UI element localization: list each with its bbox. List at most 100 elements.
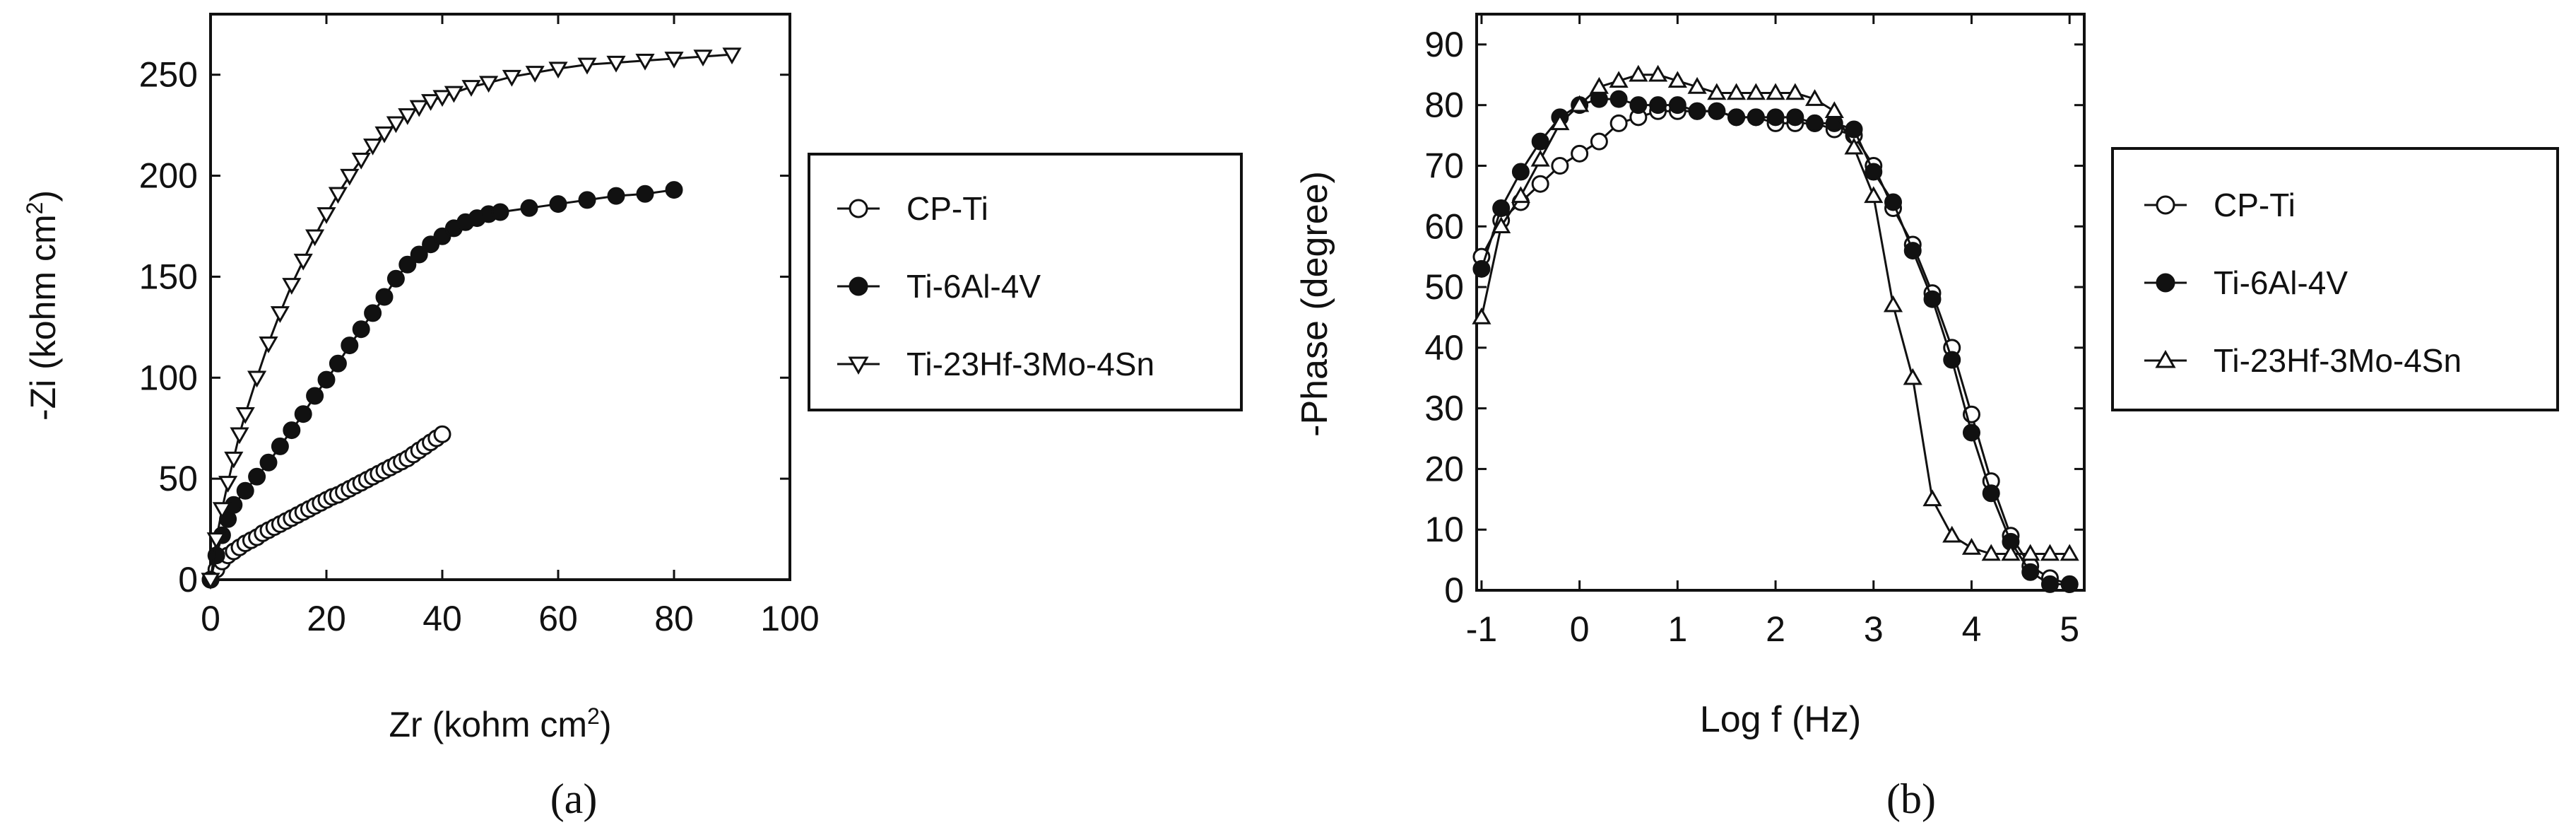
data-point (282, 278, 302, 295)
panel-a-series (201, 47, 742, 590)
legend-marker (2156, 195, 2175, 215)
data-point (722, 47, 742, 65)
data-point (606, 55, 626, 73)
y-tick-label: 0 (1444, 570, 1464, 610)
y-tick-label: 60 (1424, 206, 1464, 246)
panel-b-x-ticks: -1 0 1 2 3 4 5 (1466, 14, 2079, 649)
data-point (1629, 64, 1648, 82)
data-point (270, 306, 290, 323)
data-point (1708, 102, 1726, 120)
x-tick-label: -1 (1466, 609, 1497, 649)
data-point (1668, 96, 1686, 115)
panel-a-plot-frame (209, 13, 791, 581)
data-point (398, 108, 418, 125)
data-point (479, 76, 499, 93)
data-point (1590, 132, 1608, 151)
panel-b-series (1472, 64, 2079, 593)
legend-marker (2156, 273, 2175, 293)
data-point (502, 69, 521, 87)
data-point (577, 57, 597, 75)
x-tick-label: 80 (654, 599, 694, 638)
x-tick-label: 20 (307, 599, 346, 638)
legend-label: Ti-23Hf-3Mo-4Sn (906, 346, 1154, 382)
data-point (461, 80, 481, 97)
data-point (1786, 108, 1804, 127)
legend-label: Ti-6Al-4V (2214, 264, 2348, 301)
panel-a-y-ticks: 0 50 100 150 200 250 (139, 55, 790, 599)
panel-b-legend: CP-Ti Ti-6Al-4V Ti-23Hf-3Mo-4Sn (2144, 187, 2462, 379)
data-point (1845, 120, 1863, 139)
legend-label: Ti-6Al-4V (906, 268, 1041, 305)
x-tick-label: 40 (423, 599, 462, 638)
x-tick-label: 60 (538, 599, 578, 638)
data-point (259, 336, 278, 353)
data-point (432, 90, 452, 107)
data-point (1982, 484, 2000, 503)
data-point (398, 255, 417, 274)
data-point (520, 199, 538, 217)
data-point (1922, 489, 1942, 507)
data-point (1589, 76, 1609, 94)
y-tick-label: 250 (139, 55, 198, 95)
data-point (1609, 90, 1628, 108)
y-tick-label: 150 (139, 257, 198, 296)
series-line (209, 53, 733, 580)
data-point (351, 152, 371, 170)
panel-a-x-ticks: 0 20 40 60 80 100 (201, 14, 820, 638)
panel-a-caption: (a) (550, 775, 598, 822)
data-point (1492, 199, 1511, 218)
data-point (341, 336, 359, 355)
x-tick-label: 100 (760, 599, 819, 638)
data-point (317, 370, 336, 389)
data-point (1629, 96, 1648, 115)
data-point (328, 187, 348, 204)
legend-label: CP-Ti (906, 190, 988, 227)
data-point (693, 49, 713, 67)
data-point (1884, 193, 1903, 211)
y-tick-label: 50 (158, 459, 198, 498)
x-tick-label: 4 (1962, 609, 1982, 649)
data-point (1687, 76, 1707, 94)
data-point (491, 203, 509, 221)
data-point (236, 481, 254, 500)
data-point (1531, 132, 1549, 151)
series-1 (201, 425, 451, 589)
legend-marker (2155, 349, 2176, 368)
data-point (1707, 83, 1727, 100)
data-point (1609, 71, 1629, 88)
data-point (283, 421, 301, 440)
data-point (2040, 575, 2059, 593)
data-point (259, 453, 278, 472)
series-3 (1472, 64, 2079, 561)
data-point (352, 320, 370, 339)
data-point (1804, 89, 1825, 106)
data-point (1726, 83, 1747, 100)
data-point (374, 126, 394, 144)
data-point (607, 187, 625, 205)
y-tick-label: 80 (1424, 86, 1464, 125)
data-point (1570, 95, 1590, 112)
legend-label: Ti-23Hf-3Mo-4Sn (2214, 342, 2462, 379)
data-point (248, 467, 266, 486)
data-point (247, 370, 267, 388)
data-point (224, 451, 244, 469)
data-point (206, 532, 226, 549)
data-point (230, 427, 249, 445)
x-tick-label: 3 (1864, 609, 1884, 649)
data-point (2060, 544, 2079, 561)
y-tick-label: 40 (1424, 328, 1464, 368)
y-tick-label: 50 (1424, 267, 1464, 307)
data-point (386, 116, 406, 134)
data-point (636, 185, 654, 203)
y-tick-label: 10 (1424, 510, 1464, 549)
data-point (1571, 144, 1589, 163)
data-point (548, 62, 568, 79)
data-point (329, 354, 347, 373)
data-point (294, 405, 312, 423)
series-3 (201, 47, 742, 590)
x-tick-label: 0 (201, 599, 220, 638)
data-point (1551, 156, 1569, 175)
y-tick-label: 20 (1424, 449, 1464, 488)
